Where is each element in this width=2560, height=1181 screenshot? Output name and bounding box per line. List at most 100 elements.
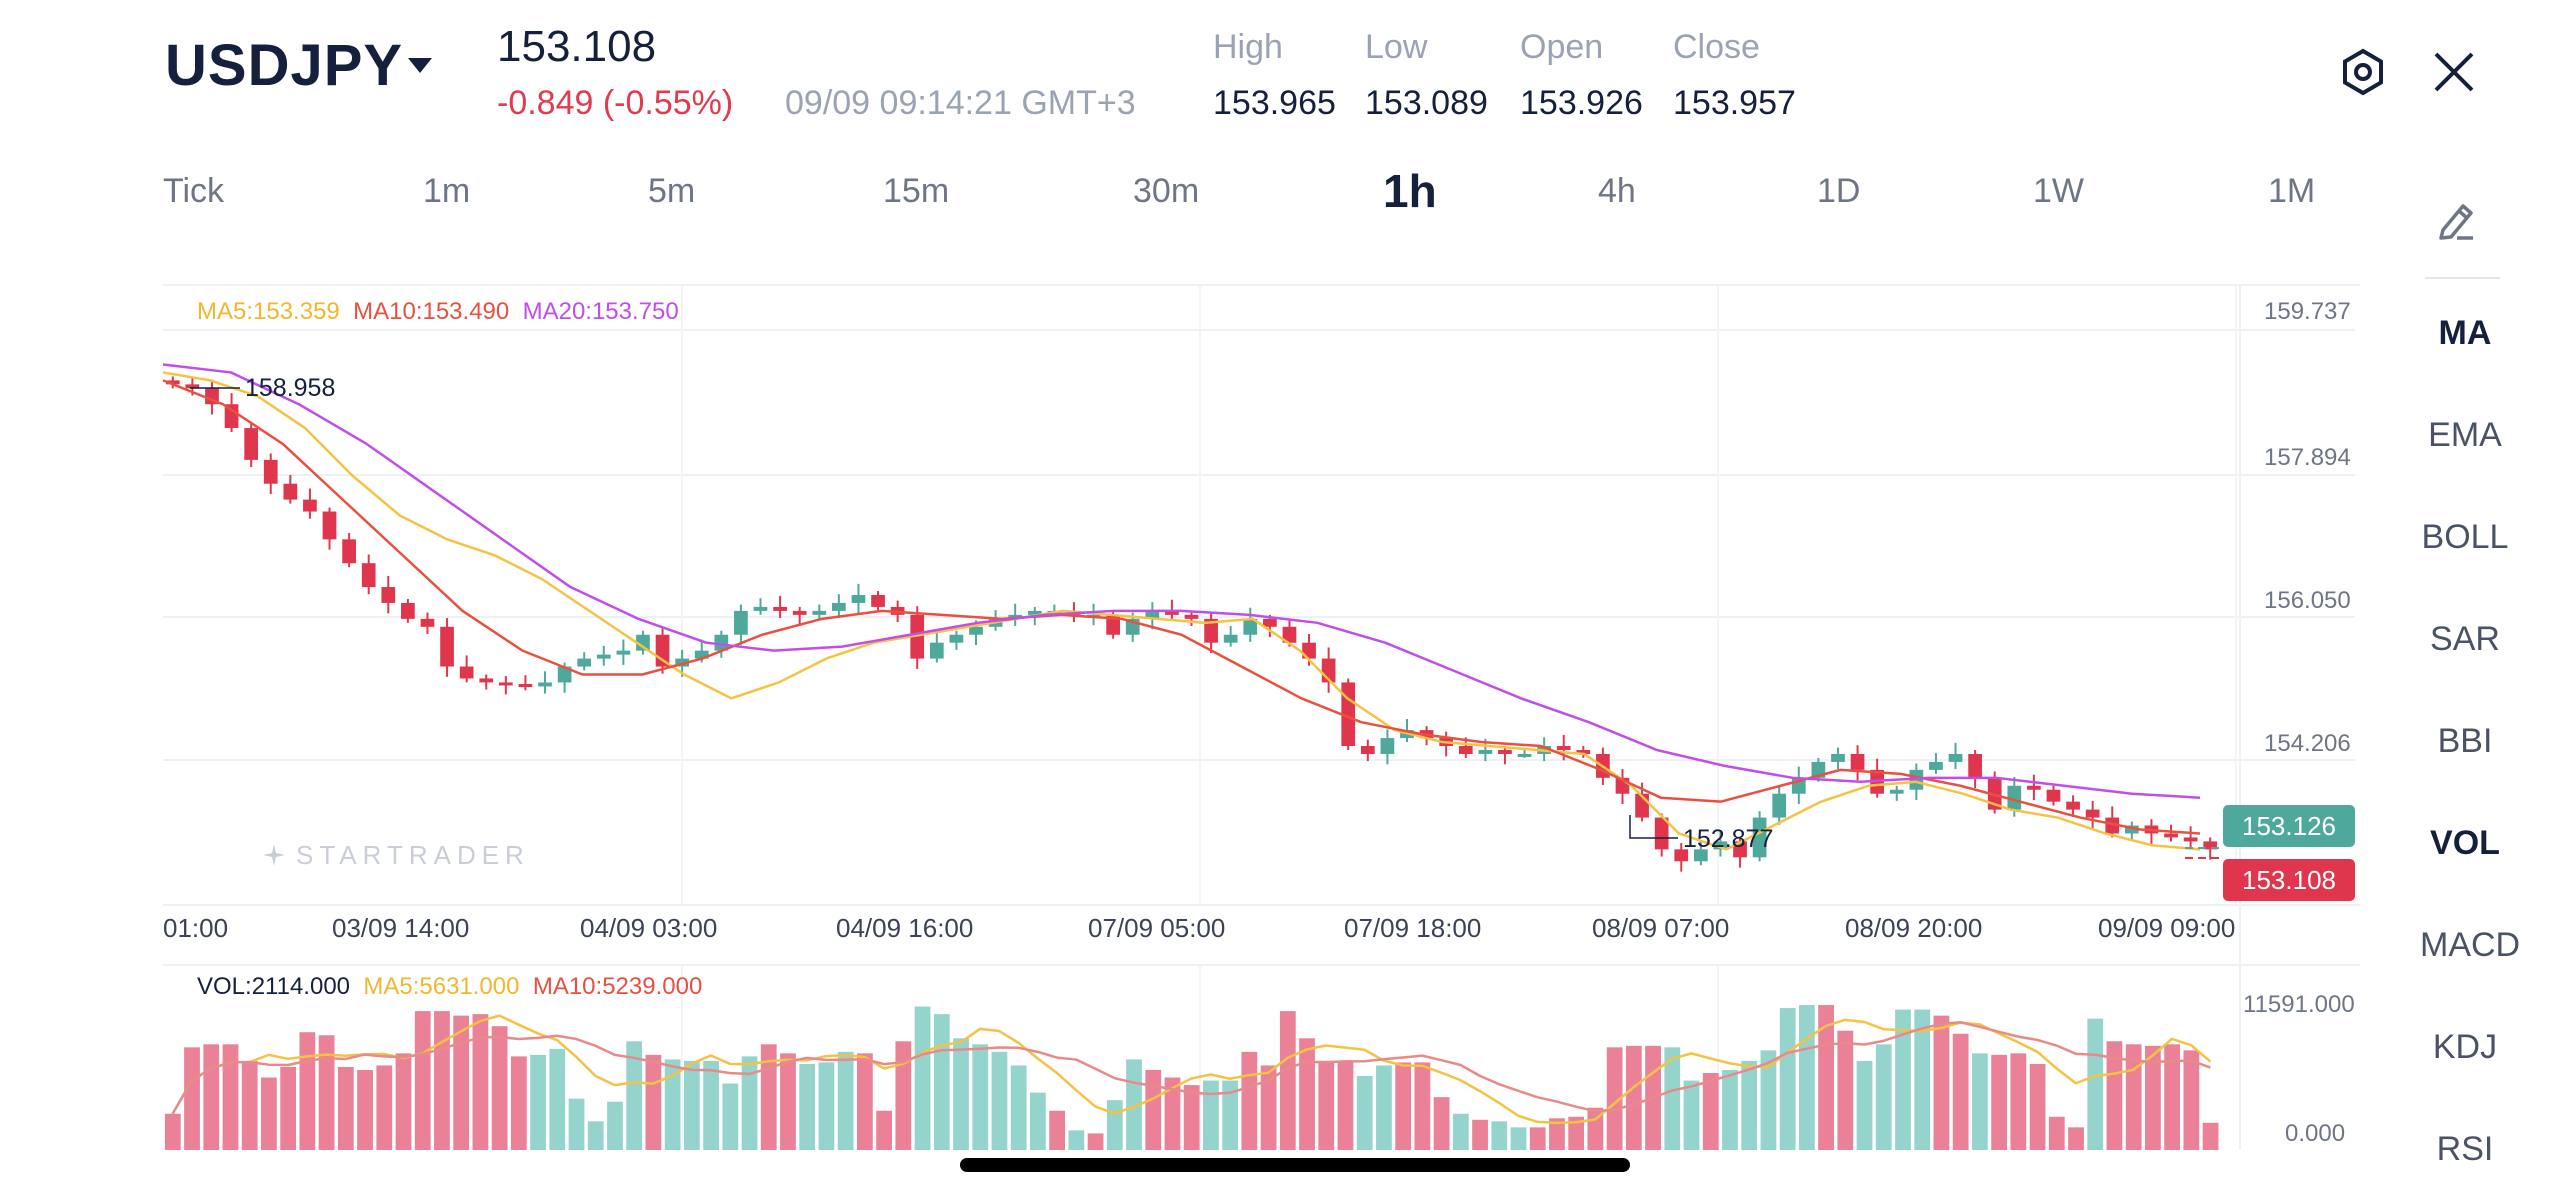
candle [1752, 817, 1767, 858]
vol-axis-label: 0.000 [2285, 1120, 2346, 1147]
symbol-selector[interactable]: USDJPY [165, 33, 404, 98]
volume-bar [1376, 1065, 1392, 1150]
candle [244, 428, 259, 460]
candle [812, 610, 827, 615]
home-indicator[interactable] [960, 1158, 1630, 1172]
timeframe-1m[interactable]: 1m [423, 172, 471, 210]
volume-bar [164, 1113, 181, 1150]
candle [1263, 618, 1277, 627]
chevron-down-icon[interactable] [408, 58, 432, 73]
candle [1889, 789, 1904, 794]
volume-bar [2068, 1127, 2084, 1150]
vol-ma5-legend: MA5:5631.000 [363, 973, 520, 1000]
volume-bar [1299, 1038, 1315, 1150]
timeframe-1d[interactable]: 1D [1817, 172, 1861, 210]
star-logo-icon [263, 844, 285, 866]
volume-bar [607, 1101, 623, 1150]
candle [1556, 746, 1571, 750]
timeframe-1mo[interactable]: 1M [2268, 172, 2316, 210]
volume-bar [318, 1035, 335, 1150]
timeframe-1w[interactable]: 1W [2033, 172, 2084, 210]
candle [361, 563, 376, 588]
volume-bar [1798, 1005, 1815, 1150]
candle [1968, 753, 1982, 778]
settings-icon[interactable] [2340, 48, 2386, 96]
ma5-legend: MA5:153.359 [197, 298, 340, 325]
indicator-vol[interactable]: VOL [2430, 824, 2500, 862]
volume-bar [1510, 1127, 1527, 1150]
candle [283, 483, 298, 500]
indicator-kdj[interactable]: KDJ [2432, 1028, 2498, 1066]
volume-bar [1491, 1121, 1508, 1150]
close-icon[interactable] [2432, 50, 2476, 94]
indicator-bbi[interactable]: BBI [2437, 722, 2493, 760]
candle [459, 666, 474, 679]
volume-bar [299, 1032, 316, 1150]
volume-bar [434, 1011, 450, 1150]
candle [1145, 610, 1160, 619]
candle [910, 614, 925, 659]
volume-bar [2145, 1045, 2161, 1150]
candle [1772, 793, 1787, 818]
volume-bar [1722, 1069, 1738, 1150]
volume-bar [222, 1044, 239, 1150]
volume-bar [1587, 1107, 1604, 1150]
candle [2007, 785, 2022, 810]
volume-bar [395, 1053, 412, 1150]
close-label: Close [1673, 28, 1760, 66]
timeframe-4h[interactable]: 4h [1598, 172, 1636, 210]
indicator-macd[interactable]: MACD [2420, 926, 2521, 964]
volume-bar [1318, 1060, 1335, 1150]
volume-bar [2087, 1018, 2104, 1150]
indicator-ma[interactable]: MA [2438, 314, 2492, 352]
indicator-rsi[interactable]: RSI [2436, 1130, 2494, 1168]
volume-bar [357, 1069, 373, 1150]
indicator-ema[interactable]: EMA [2428, 416, 2502, 454]
volume-bar [1741, 1060, 1758, 1150]
candle [1654, 817, 1669, 850]
sidebar-divider [2425, 277, 2500, 279]
candle [1576, 750, 1591, 754]
timeframe-15m[interactable]: 15m [883, 172, 950, 210]
candle [1341, 682, 1356, 747]
volume-bar [972, 1044, 989, 1150]
volume-bar [1568, 1116, 1585, 1150]
open-value: 153.926 [1520, 84, 1643, 122]
timeframe-tick[interactable]: Tick [163, 172, 225, 210]
candle [1184, 614, 1199, 619]
timeframe-1h[interactable]: 1h [1383, 165, 1437, 217]
volume-bar [1145, 1069, 1162, 1150]
candle [773, 606, 787, 611]
candle [851, 595, 866, 603]
candle [381, 587, 396, 603]
x-axis-label: 04/09 16:00 [836, 913, 974, 943]
volume-bar [376, 1065, 393, 1150]
price-axis-label: 154.206 [2264, 730, 2351, 757]
volume-bar [1030, 1092, 1046, 1150]
volume-bar [664, 1059, 681, 1150]
volume-bar [530, 1054, 546, 1150]
volume-bar [1472, 1119, 1488, 1150]
draw-pencil-icon[interactable] [2435, 196, 2479, 242]
volume-bar [645, 1054, 662, 1150]
candle [1831, 753, 1845, 762]
volume-bar [1106, 1100, 1123, 1150]
timeframe-30m[interactable]: 30m [1133, 172, 1200, 210]
vol-value-legend: VOL:2114.000 [197, 973, 351, 1000]
volume-bar [1779, 1008, 1796, 1150]
indicator-sar[interactable]: SAR [2430, 620, 2500, 658]
x-axis-label: 09/09 09:00 [2098, 913, 2236, 943]
candle [185, 384, 200, 389]
volume-bar [1760, 1050, 1777, 1150]
timeframe-5m[interactable]: 5m [648, 172, 696, 210]
candle [2066, 801, 2080, 810]
volume-bar [1664, 1047, 1681, 1150]
candle [1223, 634, 1238, 643]
quote-timestamp: 09/09 09:14:21 GMT+3 [785, 84, 1136, 122]
volume-bar [1183, 1085, 1200, 1150]
volume-bar [1164, 1077, 1181, 1150]
indicator-boll[interactable]: BOLL [2421, 518, 2509, 556]
candle [577, 658, 592, 667]
volume-bar [203, 1044, 220, 1150]
